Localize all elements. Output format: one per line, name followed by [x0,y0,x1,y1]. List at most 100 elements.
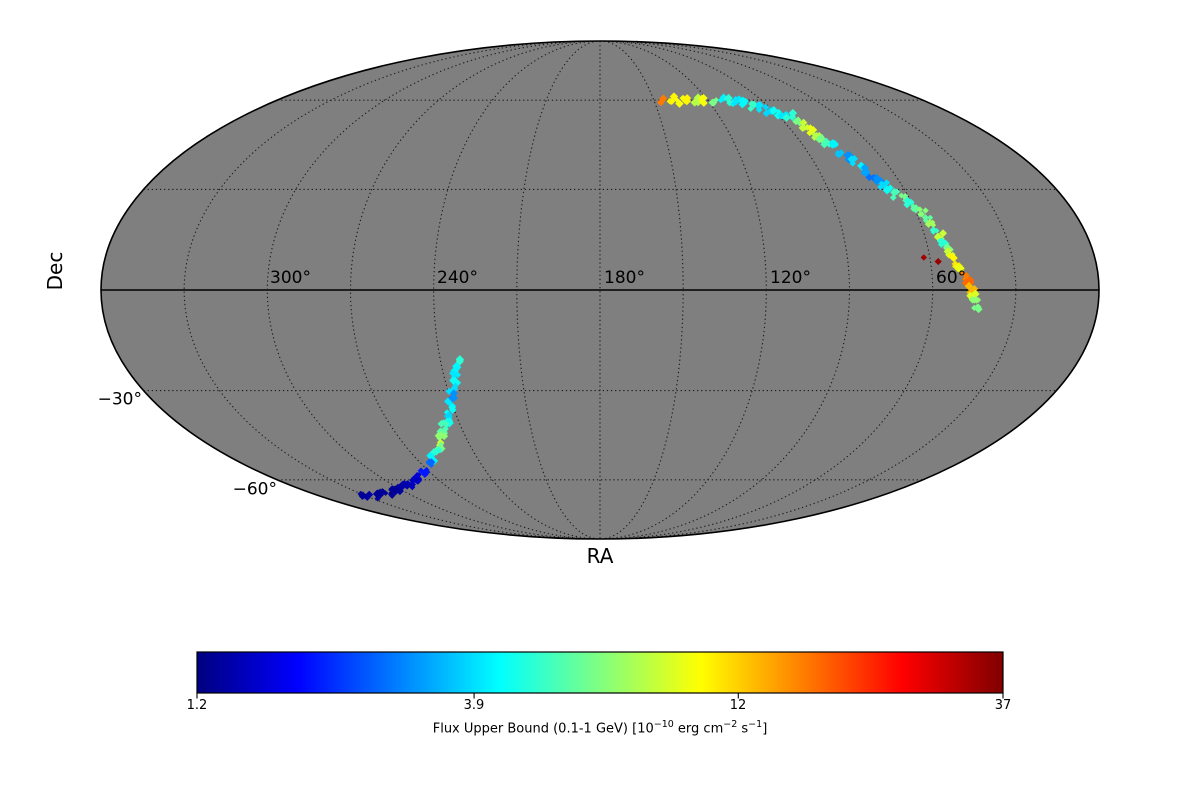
flux-tile [943,247,952,256]
flux-tile [755,101,762,108]
colorbar-label-sup10: −10 [653,719,674,730]
colorbar-tick-3: 12 [729,698,747,713]
flux-tile [860,163,869,173]
y-axis-label: Dec [43,251,67,291]
flux-tile [916,206,923,213]
flux-tile [971,289,980,299]
sky-map-outline [100,40,1100,540]
flux-tile [939,229,947,238]
dec-tick-minus30: −30° [97,389,142,410]
ra-tick-300: 300° [270,268,311,288]
colorbar [196,651,1004,699]
flux-tile [910,205,917,213]
graticule-meridian [349,40,851,540]
flux-tile [358,491,367,500]
flux-tile [675,99,684,108]
flux-tile [936,237,944,245]
x-axis-label: RA [586,544,614,568]
flux-tile [413,476,422,485]
flux-tile [883,187,891,195]
graticule [101,40,1099,540]
flux-tile [666,97,673,105]
flux-tile [782,113,791,122]
colorbar-tick-2: 3.9 [463,698,485,713]
flux-tile [427,452,435,460]
flux-tile [798,123,807,132]
flux-tile [769,109,776,115]
flux-tile [878,180,885,187]
flux-tile [396,482,405,491]
flux-tile [423,466,430,474]
flux-tile [920,254,928,261]
flux-tile [866,175,873,182]
flux-tile [974,305,983,314]
flux-tile [717,97,724,104]
ra-tick-120: 120° [770,268,811,288]
graticule-meridian [433,40,767,540]
flux-tile [958,270,965,277]
flux-tile [440,419,447,427]
flux-tile [845,151,855,161]
flux-tile [898,192,905,199]
flux-tile [918,210,925,218]
flux-track-isolated-high-flux-points [920,254,942,266]
flux-tile [762,109,771,118]
ra-tick-180: 180° [604,268,645,288]
flux-tile [949,254,956,261]
flux-tile [832,141,839,148]
flux-tile [922,207,929,214]
flux-tile [953,263,962,272]
flux-tile [443,397,452,406]
flux-tile [357,490,364,498]
flux-tile [927,214,934,221]
flux-tile [416,472,422,478]
flux-tile [934,232,942,240]
flux-tile [723,94,733,103]
flux-tile [849,160,856,167]
ra-tick-240: 240° [437,268,478,288]
flux-tile [700,99,708,107]
flux-tile [391,488,400,496]
flux-tile [449,369,457,378]
flux-tile [698,94,706,103]
colorbar-tick-4: 37 [994,698,1012,713]
flux-tile [822,137,831,146]
flux-tile [437,431,444,438]
flux-tile [851,156,857,162]
flux-tile [382,490,389,496]
flux-tile [788,108,798,118]
flux-tile [934,257,942,266]
flux-tile [883,179,891,187]
colorbar-label-mid2: s [737,721,749,737]
flux-tile [673,97,680,103]
flux-tile [436,427,445,436]
flux-tile [835,150,844,158]
flux-tile [929,219,936,226]
flux-tile [426,458,433,465]
flux-tile [937,240,945,248]
flux-tile [806,129,814,137]
flux-tile [967,292,974,299]
flux-tile [799,118,808,127]
colorbar-label-pre: Flux Upper Bound (0.1-1 GeV) [10 [432,721,654,737]
flux-tile [747,105,754,112]
flux-tile [372,490,381,498]
graticule-meridian [266,40,934,540]
flux-tracks [357,92,983,502]
flux-tile [951,260,959,268]
flux-tile [762,103,770,111]
flux-tile [891,188,898,195]
flux-tile [388,486,395,494]
flux-tile [828,139,837,148]
flux-tile [930,229,937,235]
ra-tick-60: 60° [936,268,967,288]
flux-tile [710,100,717,107]
flux-tile [815,135,824,144]
graticule-meridian [516,40,684,540]
colorbar-label-post: ] [762,721,768,737]
flux-tile [410,475,417,482]
flux-tile [657,98,665,107]
graticule-meridian [183,40,1017,540]
